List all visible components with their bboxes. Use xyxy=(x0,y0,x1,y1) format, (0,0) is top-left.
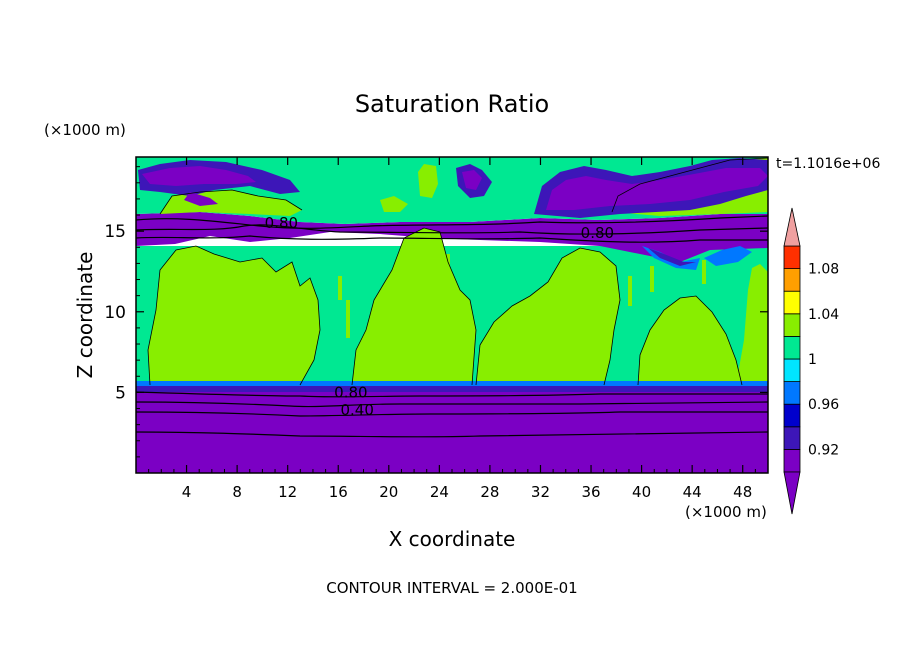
y-axis: 5 10 15 xyxy=(104,166,768,458)
colorbar-under-arrow xyxy=(783,471,801,515)
colorbar-segment xyxy=(783,245,801,270)
colorbar-segment xyxy=(783,448,801,473)
x-unit-label: (×1000 m) xyxy=(685,503,767,521)
contour-label: 0.80 xyxy=(334,383,367,401)
contour-interval-label: CONTOUR INTERVAL = 2.000E-01 xyxy=(326,579,577,597)
x-tick-label: 36 xyxy=(581,483,600,501)
y-tick-label: 10 xyxy=(104,303,126,323)
x-axis: 4 8 12 16 20 24 28 32 36 40 44 48 xyxy=(148,157,756,501)
cloud-patches xyxy=(148,158,768,385)
plot-area xyxy=(136,157,768,473)
colorbar-segment xyxy=(783,426,801,450)
y-axis-label: Z coordinate xyxy=(73,252,97,379)
time-label: t=1.1016e+06 xyxy=(776,156,880,172)
colorbar-segment xyxy=(783,403,801,428)
contour-label-layer: 0.800.800.800.40 xyxy=(265,214,614,419)
x-tick-label: 28 xyxy=(480,483,499,501)
contour-label: 0.80 xyxy=(581,224,614,242)
colorbar-segment xyxy=(783,268,801,292)
x-tick-label: 8 xyxy=(232,483,242,501)
colorbar-segment xyxy=(783,290,801,315)
contour-label: 0.80 xyxy=(265,214,298,232)
x-tick-label: 16 xyxy=(329,483,348,501)
x-axis-label: X coordinate xyxy=(389,527,516,551)
x-tick-label: 12 xyxy=(278,483,297,501)
colorbar-label: 1.08 xyxy=(808,262,839,278)
colorbar-label: 1.04 xyxy=(808,307,839,323)
y-tick-label: 15 xyxy=(104,222,126,242)
colorbar: 0.92 0.96 1 1.04 1.08 xyxy=(783,207,839,515)
x-tick-label: 20 xyxy=(379,483,398,501)
dry-lower-layer xyxy=(136,385,768,473)
lower-dry-edge xyxy=(136,386,768,392)
cloud-streaks xyxy=(178,254,706,358)
contour-label: 0.40 xyxy=(340,401,373,419)
x-tick-label: 32 xyxy=(531,483,550,501)
colorbar-segment xyxy=(783,335,801,360)
y-unit-label: (×1000 m) xyxy=(44,121,126,139)
colorbar-over-arrow xyxy=(783,207,801,247)
x-tick-label: 40 xyxy=(632,483,651,501)
colorbar-segment xyxy=(783,358,801,383)
contour-lines xyxy=(136,215,768,438)
colorbar-label: 0.96 xyxy=(808,397,839,413)
x-tick-label: 44 xyxy=(683,483,702,501)
dry-upper-patches xyxy=(138,158,768,270)
colorbar-label: 0.92 xyxy=(808,442,839,458)
chart-title: Saturation Ratio xyxy=(355,90,549,118)
x-tick-label: 4 xyxy=(182,483,192,501)
x-tick-label: 48 xyxy=(733,483,752,501)
cloud-contours xyxy=(147,157,768,386)
dry-upper-band xyxy=(136,212,768,262)
y-tick-label: 5 xyxy=(115,383,126,403)
colorbar-segment xyxy=(783,313,801,337)
x-tick-label: 24 xyxy=(430,483,449,501)
colorbar-segment xyxy=(783,381,801,405)
colorbar-label: 1 xyxy=(808,352,817,368)
